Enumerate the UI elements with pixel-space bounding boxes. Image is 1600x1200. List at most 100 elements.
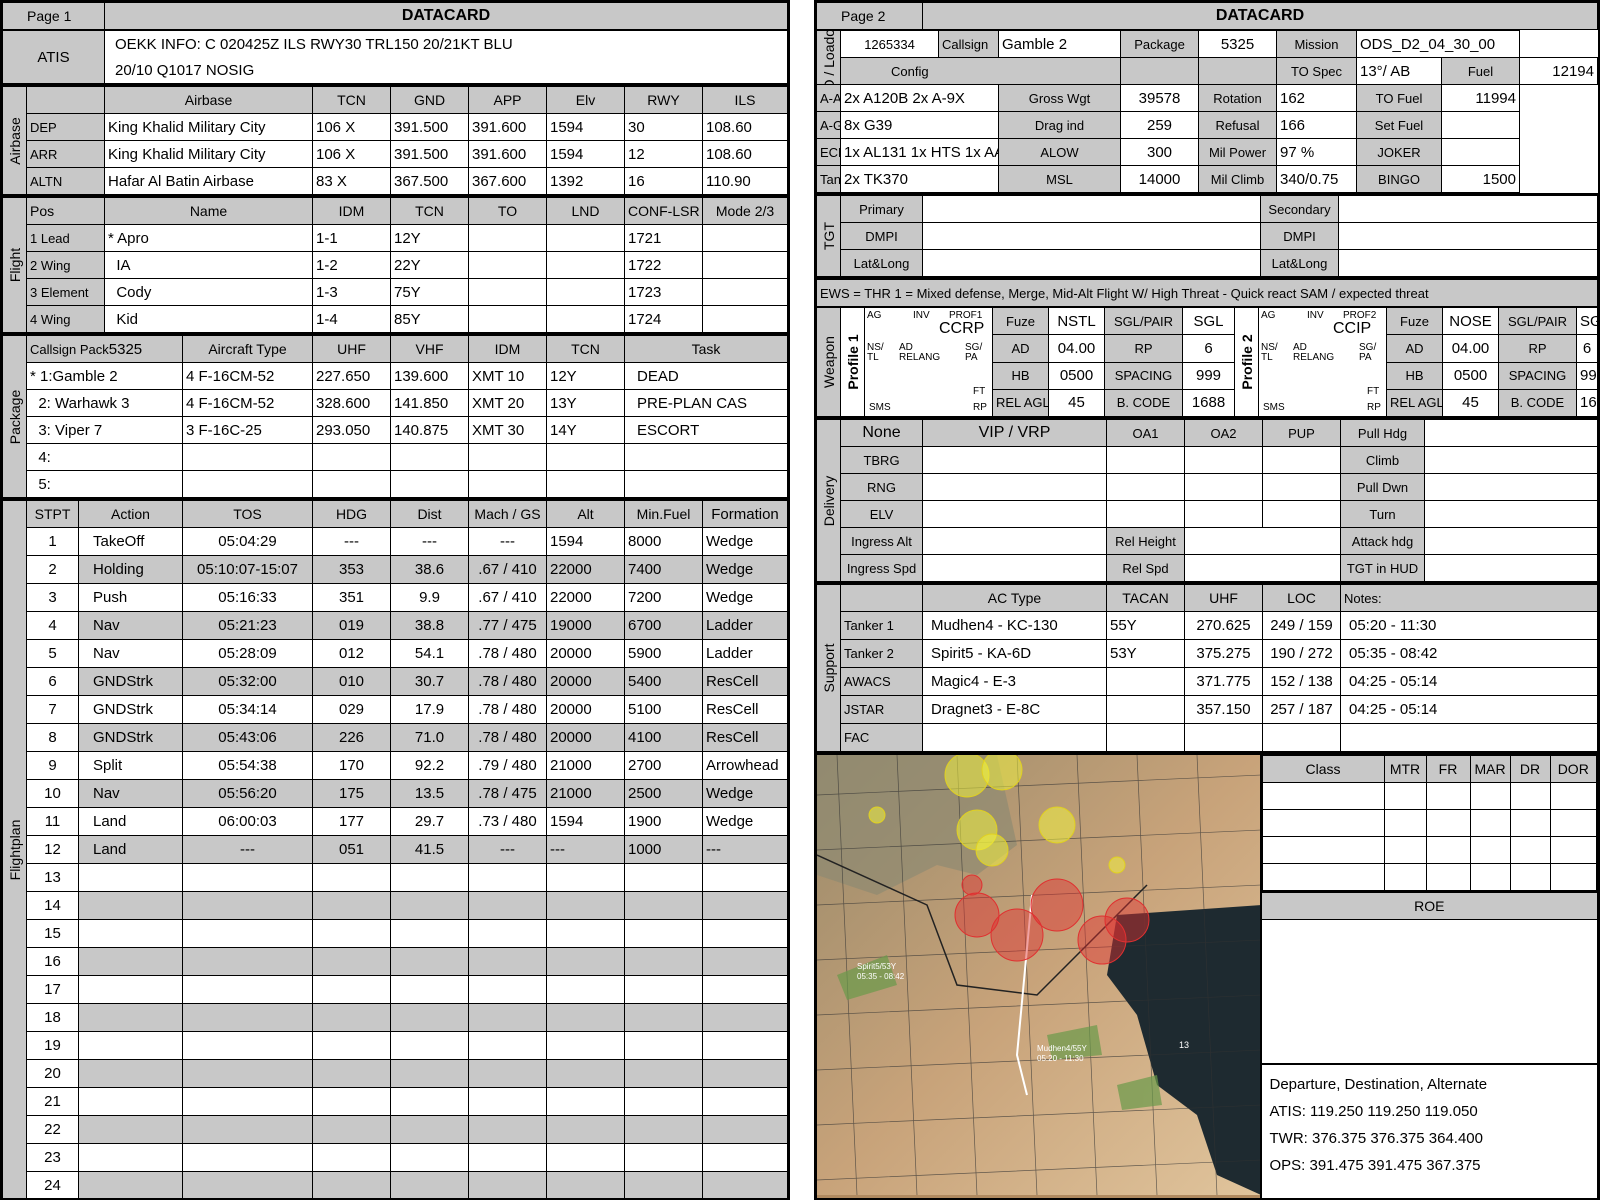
flightplan-cell (624, 1115, 703, 1144)
profile-sms-page: AG INV PROF1 CCRP NS/TL AD RELANG SG/PA FT SMS RP (864, 307, 993, 417)
flightplan-cell: Wedge (702, 555, 788, 584)
support-cell: FAC (840, 723, 923, 752)
flightplan-cell (182, 919, 313, 948)
class-cell (1383, 809, 1427, 837)
delivery-left-value (922, 527, 1107, 555)
delivery-right-value (1424, 500, 1598, 528)
flightplan-cell: 353 (312, 555, 391, 584)
delivery-cell (1184, 473, 1263, 501)
flightplan-cell: 5900 (624, 639, 703, 668)
page-number: Page 2 (816, 2, 923, 30)
atis-section: ATIS OEKK INFO: C 020425Z ILS RWY30 TRL1… (2, 30, 788, 84)
flightplan-cell (702, 891, 788, 920)
flightplan-cell: 2700 (624, 751, 703, 780)
flightplan-cell: 20 (26, 1059, 79, 1088)
flightplan-cell (468, 1115, 547, 1144)
package-callsign-header: Callsign Pack5325 (26, 334, 183, 363)
package-cell: 328.600 (312, 389, 391, 417)
tgt-value (922, 222, 1261, 250)
sms-tl: TL (867, 352, 879, 363)
tgt-label: DMPI (840, 222, 923, 250)
loadout-key-4: BINGO (1356, 165, 1442, 193)
airbase-cell: 391.600 (468, 140, 547, 168)
flightplan-cell: 71.0 (390, 723, 469, 752)
sms-sg: SG/ (1359, 342, 1377, 353)
package-cell: XMT 20 (468, 389, 547, 417)
weapon-cell: 04.00 (1048, 334, 1105, 363)
flightplan-cell: Nav (78, 611, 183, 640)
flightplan-row: 4 Nav 05:21:23 019 38.8.77 / 475 19000 6700 Lad… (3, 611, 788, 640)
weapon-cell: RP (1104, 334, 1183, 363)
flightplan-cell: 16 (26, 947, 79, 976)
airbase-cell: 16 (624, 167, 703, 195)
flightplan-cell: 05:34:14 (182, 695, 313, 724)
sms-relang: RELANG (899, 352, 941, 363)
flightplan-cell (624, 1143, 703, 1172)
sms-prof: PROF1 (949, 310, 983, 321)
class-cell (1549, 836, 1597, 864)
package-cell (390, 443, 469, 471)
flightplan-cell: 23 (26, 1143, 79, 1172)
to-loadout-side-label: TO / Loadout (816, 30, 841, 85)
flightplan-cell (702, 1003, 788, 1032)
flightplan-cell: 351 (312, 583, 391, 612)
tgt-section: TGT Primary Secondary DMPI DMPI Lat&Long Lat&L… (816, 193, 1598, 277)
delivery-left-label: Ingress Alt (840, 527, 923, 555)
airbase-cell: 1594 (546, 113, 625, 141)
airbase-row-label: ARR (26, 140, 105, 168)
flightplan-cell: 051 (312, 835, 391, 864)
airbase-header: TCN (312, 85, 391, 114)
support-header: TACAN (1106, 583, 1185, 612)
delivery-cell (1262, 446, 1341, 474)
callsign-value: Gamble 2 (998, 30, 1121, 58)
flightplan-cell: Ladder (702, 639, 788, 668)
flightplan-cell (546, 947, 625, 976)
map-label-mudhen: Mudhen4/55Y (1037, 1044, 1087, 1053)
tgt-value-2 (1338, 222, 1598, 250)
flightplan-cell: --- (546, 835, 625, 864)
flightplan-cell: 05:32:00 (182, 667, 313, 696)
flightplan-cell: 14 (26, 891, 79, 920)
flightplan-cell (546, 1115, 625, 1144)
flightplan-cell: 19 (26, 1031, 79, 1060)
profile-sms-page: AG INV PROF2 CCIP NS/TL AD RELANG SG/PA FT SMS RP (1258, 307, 1387, 417)
delivery-right-value (1424, 527, 1598, 555)
flightplan-cell: 19000 (546, 611, 625, 640)
flight-cell: * Apro (104, 224, 313, 252)
support-cell: AWACS (840, 667, 923, 696)
flightplan-cell: 226 (312, 723, 391, 752)
package-cell (624, 443, 788, 471)
flightplan-cell (390, 1059, 469, 1088)
flightplan-row: 15 (3, 919, 788, 948)
package-cell: 4: (26, 443, 183, 471)
package-cell (546, 470, 625, 498)
sms-ad: AD (1293, 342, 1307, 353)
flightplan-cell (546, 975, 625, 1004)
flight-cell: 85Y (390, 305, 469, 333)
flightplan-cell (468, 1087, 547, 1116)
loadout-key: ECM (816, 138, 841, 166)
callsign-label: Callsign (938, 30, 999, 58)
flightplan-cell: 38.8 (390, 611, 469, 640)
sms-ft: FT (1367, 386, 1380, 397)
delivery-cell (1262, 473, 1341, 501)
support-cell: JSTAR (840, 695, 923, 724)
tgt-value-2 (1338, 194, 1598, 223)
flight-cell: 22Y (390, 251, 469, 279)
loadout-value-3: 162 (1276, 84, 1357, 112)
weapon-cell: 04.00 (1442, 334, 1499, 363)
loadout-value-2: 259 (1120, 111, 1199, 139)
flightplan-cell (624, 1031, 703, 1060)
airbase-header: GND (390, 85, 469, 114)
flightplan-cell: Split (78, 751, 183, 780)
sms-pa: PA (965, 352, 978, 363)
flightplan-cell: ResCell (702, 723, 788, 752)
flightplan-cell (78, 1087, 183, 1116)
page-title: DATACARD (104, 2, 788, 30)
weapon-cell: HB (1386, 361, 1443, 390)
support-header: Notes: (1340, 583, 1598, 612)
mission-value: ODS_D2_04_30_00 (1356, 30, 1520, 58)
flightplan-cell: 6 (26, 667, 79, 696)
datacard-page-1: Page 1 DATACARD ATIS OEKK INFO: C 020425Z… (0, 0, 790, 1200)
flightplan-cell (390, 1087, 469, 1116)
